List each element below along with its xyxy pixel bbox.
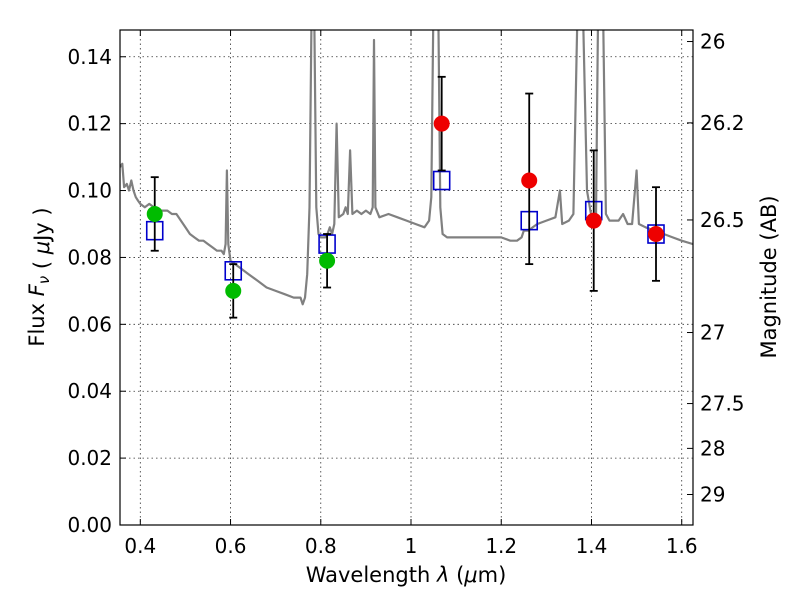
y-tick-label: 0.14 <box>67 45 112 69</box>
y-tick-label: 0.04 <box>67 379 112 403</box>
y-tick-label: 0.06 <box>67 312 112 336</box>
y-tick-label: 0.08 <box>67 245 112 269</box>
red-data-point <box>585 212 602 229</box>
y2-tick-label: 26.2 <box>700 111 745 135</box>
y2-tick-label: 27 <box>700 321 725 345</box>
y-tick-label: 0.10 <box>67 179 112 203</box>
green-data-point <box>319 252 336 269</box>
green-data-point <box>146 205 163 222</box>
y2-tick-label: 28 <box>700 436 725 460</box>
red-data-point <box>648 226 665 243</box>
red-data-point <box>433 115 450 132</box>
x-tick-label: 0.6 <box>215 534 247 558</box>
y2-tick-label: 26 <box>700 30 725 54</box>
x-tick-label: 1 <box>405 534 418 558</box>
x-axis-label: Wavelength λ (μm) <box>306 563 507 587</box>
y-axis-label: Flux Fν ( μJy ) <box>25 207 54 346</box>
x-tick-label: 0.4 <box>124 534 156 558</box>
green-data-point <box>225 282 242 299</box>
x-tick-label: 1.6 <box>666 534 698 558</box>
spectrum-line <box>120 30 693 306</box>
grid-layer <box>120 30 693 525</box>
y2-tick-label: 29 <box>700 482 725 506</box>
x-tick-label: 1.4 <box>576 534 608 558</box>
x-tick-label: 1.2 <box>485 534 517 558</box>
spectrum-layer <box>120 30 693 306</box>
label-layer: 0.4 0.6 0.8 1 1.2 1.4 1.6 0.00 0.02 0.04 0.06 0.08 0… <box>67 30 744 558</box>
y2-tick-label: 27.5 <box>700 392 745 416</box>
y2-tick-label: 26.5 <box>700 208 745 232</box>
x-tick-label: 0.8 <box>305 534 337 558</box>
y-tick-label: 0.00 <box>67 513 112 537</box>
marker-layer <box>145 75 665 319</box>
y-tick-label: 0.02 <box>67 446 112 470</box>
plot-frame <box>119 29 694 526</box>
red-data-point <box>521 172 538 189</box>
tick-layer <box>120 30 693 526</box>
model-square <box>432 170 451 191</box>
y-tick-label: 0.12 <box>67 112 112 136</box>
y2-axis-label: Magnitude (AB) <box>757 195 781 358</box>
